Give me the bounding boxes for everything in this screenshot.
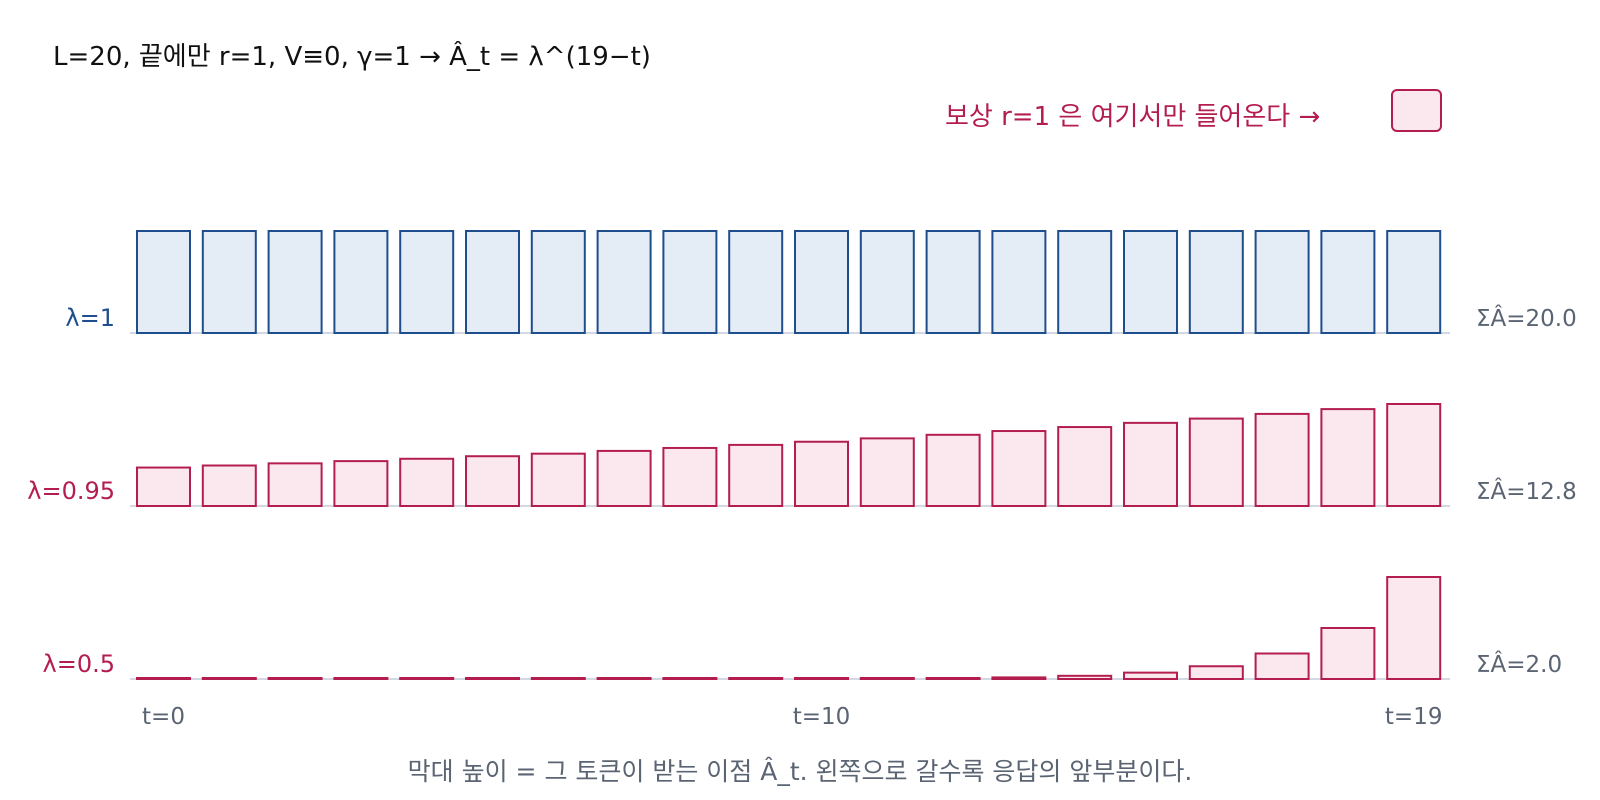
chart-panels: λ=1 ΣÂ=20.0 λ=0.95 ΣÂ=12.8 λ=0.5 ΣÂ=2.0 <box>27 230 1577 681</box>
bar-2-5 <box>465 677 520 680</box>
bar-2-11 <box>859 677 915 680</box>
bar-0-11 <box>859 230 915 334</box>
bar-1-19 <box>1386 403 1442 507</box>
bar-2-7 <box>596 677 652 680</box>
bar-1-11 <box>859 437 915 507</box>
bar-1-14 <box>1057 426 1113 507</box>
bar-1-1 <box>201 464 257 508</box>
series-label: λ=0.5 <box>43 650 115 678</box>
x-tick-label: t=0 <box>142 704 185 730</box>
bar-2-3 <box>333 677 389 680</box>
chart-caption: 막대 높이 = 그 토큰이 받는 이점 Â_t. 왼쪽으로 갈수록 응답의 앞부… <box>407 757 1193 786</box>
bar-1-0 <box>136 466 191 507</box>
bar-1-15 <box>1123 421 1178 507</box>
bar-2-10 <box>794 677 849 680</box>
bar-0-15 <box>1123 230 1178 334</box>
bar-2-6 <box>530 677 586 680</box>
bar-2-2 <box>267 677 323 680</box>
bar-1-16 <box>1188 417 1244 507</box>
bar-0-3 <box>333 230 389 334</box>
bar-1-13 <box>991 430 1047 507</box>
bar-0-5 <box>465 230 520 334</box>
bar-0-1 <box>201 230 257 334</box>
bar-1-17 <box>1254 412 1310 508</box>
bar-2-14 <box>1057 674 1113 680</box>
bar-1-8 <box>662 446 718 508</box>
panel-1: λ=0.95 ΣÂ=12.8 <box>27 403 1577 508</box>
bar-2-4 <box>399 677 455 680</box>
x-tick-label: t=10 <box>793 704 851 730</box>
reward-marker-box <box>1391 89 1442 132</box>
bar-0-10 <box>794 230 849 334</box>
bar-1-5 <box>465 455 520 507</box>
bar-2-18 <box>1320 627 1376 680</box>
bar-1-9 <box>728 443 784 508</box>
panel-2: λ=0.5 ΣÂ=2.0 <box>43 576 1562 681</box>
reward-annotation: 보상 r=1 은 여기서만 들어온다 → <box>945 102 1321 132</box>
x-axis-ticks: t=0 t=10 t=19 <box>142 704 1442 730</box>
bar-1-6 <box>530 452 586 508</box>
bar-0-8 <box>662 230 718 334</box>
bar-1-7 <box>596 449 652 508</box>
bar-2-8 <box>662 677 718 680</box>
bar-2-12 <box>925 677 981 680</box>
bar-1-10 <box>794 440 849 507</box>
sum-label: ΣÂ=2.0 <box>1476 650 1562 678</box>
bar-2-17 <box>1254 652 1310 680</box>
bar-0-2 <box>267 230 323 334</box>
bar-2-1 <box>201 677 257 680</box>
bar-0-18 <box>1320 230 1376 334</box>
bar-0-12 <box>925 230 981 334</box>
bar-1-3 <box>333 460 389 507</box>
bar-2-0 <box>136 677 191 680</box>
bar-0-17 <box>1254 230 1310 334</box>
series-label: λ=1 <box>65 304 115 332</box>
bar-2-19 <box>1386 576 1442 680</box>
bar-0-7 <box>596 230 652 334</box>
panel-0: λ=1 ΣÂ=20.0 <box>65 230 1577 334</box>
sum-label: ΣÂ=12.8 <box>1476 477 1577 505</box>
bar-2-13 <box>991 676 1047 681</box>
bar-0-0 <box>136 230 191 334</box>
bar-0-14 <box>1057 230 1113 334</box>
sum-label: ΣÂ=20.0 <box>1476 304 1577 332</box>
bar-0-9 <box>728 230 784 334</box>
bar-2-16 <box>1188 665 1244 680</box>
bar-1-4 <box>399 457 455 507</box>
series-label: λ=0.95 <box>27 477 115 505</box>
x-tick-label: t=19 <box>1385 704 1443 730</box>
bar-0-19 <box>1386 230 1442 334</box>
bar-2-15 <box>1123 671 1178 680</box>
bar-0-6 <box>530 230 586 334</box>
bar-1-18 <box>1320 408 1376 508</box>
bar-0-13 <box>991 230 1047 334</box>
bar-2-9 <box>728 677 784 680</box>
bar-1-12 <box>925 433 981 507</box>
bar-0-16 <box>1188 230 1244 334</box>
chart-title: L=20, 끝에만 r=1, V≡0, γ=1 → Â_t = λ^(19−t) <box>53 42 651 72</box>
bar-1-2 <box>267 462 323 508</box>
bar-0-4 <box>399 230 455 334</box>
